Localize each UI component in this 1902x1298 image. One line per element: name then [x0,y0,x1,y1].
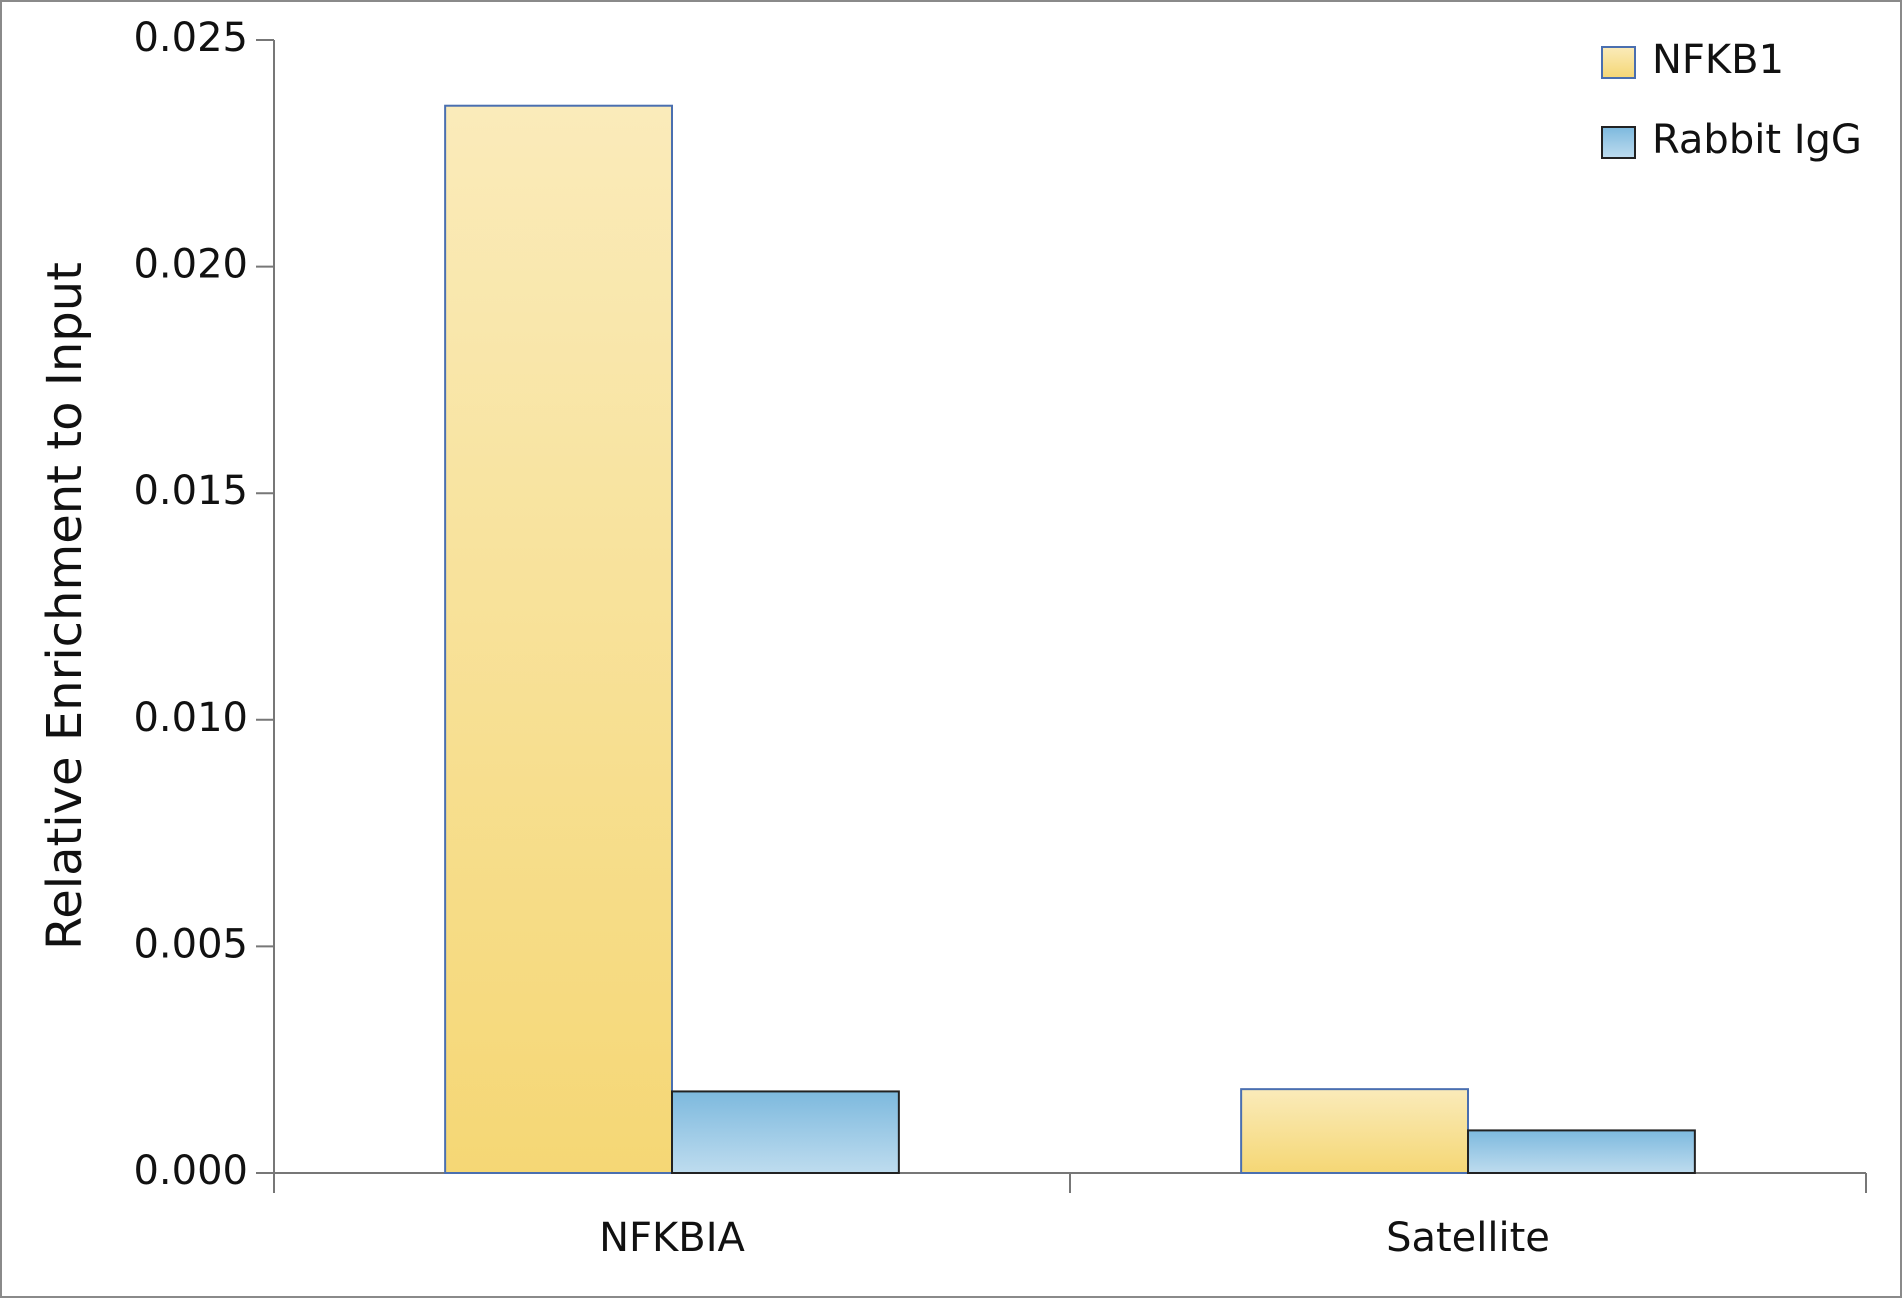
bar [444,104,674,1175]
x-tick-label: NFKBIA [599,1215,745,1261]
legend-swatch [1601,46,1636,79]
y-axis-title: Relative Enrichment to Input [37,262,93,950]
bar [671,1090,900,1174]
legend-label: NFKB1 [1652,37,1784,83]
y-tick-label: 0.005 [133,921,248,967]
x-tick-label: Satellite [1386,1215,1550,1261]
y-tick-label: 0.020 [133,242,248,288]
y-tick-label: 0.025 [133,15,248,61]
y-tick-label: 0.015 [133,468,248,514]
legend-swatch [1601,126,1636,159]
bar [1240,1088,1470,1174]
bar [1467,1129,1696,1174]
y-tick-label: 0.010 [133,695,248,741]
y-tick-label: 0.000 [133,1148,248,1194]
legend-label: Rabbit IgG [1652,117,1862,163]
